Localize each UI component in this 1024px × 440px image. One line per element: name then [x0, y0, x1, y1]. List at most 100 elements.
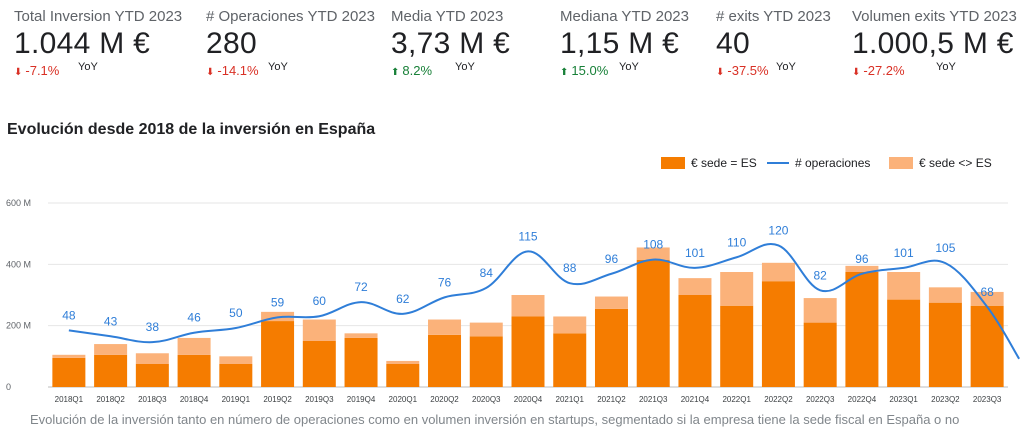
- bar-sede-es: [302, 341, 336, 387]
- x-tick-label: 2022Q1: [722, 395, 751, 404]
- kpi-value: 1,15 M €: [560, 27, 680, 60]
- bar-sede-no-es: [803, 298, 837, 323]
- bar-sede-no-es: [469, 322, 503, 337]
- bar-sede-no-es: [511, 295, 545, 317]
- kpi-operaciones: # Operaciones YTD 2023 280 ⬇ -14.1% YoY: [206, 8, 375, 81]
- line-data-label: 59: [271, 295, 285, 309]
- line-operaciones: [68, 243, 1020, 360]
- kpi-delta: -27.2%: [863, 63, 905, 78]
- bar-sede-es: [803, 322, 837, 387]
- bar-sede-no-es: [94, 344, 128, 355]
- x-tick-label: 2020Q3: [472, 395, 501, 404]
- bar-sede-es: [261, 321, 295, 387]
- x-tick-label: 2020Q4: [514, 395, 543, 404]
- x-tick-label: 2018Q1: [55, 395, 84, 404]
- legend-swatch: [889, 157, 913, 169]
- bar-sede-es: [887, 299, 921, 387]
- kpi-total-inversion: Total Inversion YTD 2023 1.044 M € ⬇ -7.1…: [14, 8, 182, 81]
- bar-sede-no-es: [302, 319, 336, 341]
- bar-sede-es: [52, 357, 86, 387]
- kpi-delta: -37.5%: [727, 63, 769, 78]
- line-data-label: 120: [768, 223, 788, 237]
- line-data-label: 68: [980, 285, 994, 299]
- kpi-period: YoY: [455, 61, 475, 73]
- kpi-delta: 15.0%: [571, 63, 609, 78]
- bar-sede-es: [177, 354, 211, 387]
- legend-item-sede-es[interactable]: € sede = ES: [661, 156, 757, 170]
- y-tick-label: 600 M: [6, 198, 31, 208]
- line-data-label: 43: [104, 314, 118, 328]
- line-data-label: 108: [643, 238, 663, 252]
- line-data-label: 101: [685, 246, 705, 260]
- arrow-down-icon: ⬇: [14, 67, 23, 78]
- x-tick-label: 2019Q1: [222, 395, 251, 404]
- bar-sede-es: [469, 336, 503, 387]
- bar-sede-no-es: [177, 337, 211, 355]
- x-tick-label: 2020Q1: [389, 395, 418, 404]
- legend-item-sede-no-es[interactable]: € sede <> ES: [889, 156, 992, 170]
- x-tick-label: 2020Q2: [430, 395, 459, 404]
- kpi-title: # exits YTD 2023: [716, 8, 831, 25]
- kpi-period: YoY: [776, 61, 796, 73]
- bar-sede-es: [94, 354, 128, 387]
- kpi-period: YoY: [268, 61, 288, 73]
- x-tick-label: 2022Q2: [764, 395, 793, 404]
- arrow-up-icon: ⬆: [391, 67, 400, 78]
- x-tick-label: 2019Q2: [263, 395, 292, 404]
- bar-sede-no-es: [678, 278, 712, 295]
- line-data-label: 62: [396, 292, 410, 306]
- line-data-label: 115: [518, 229, 537, 243]
- y-tick-label: 400 M: [6, 259, 31, 269]
- bar-sede-no-es: [219, 356, 253, 364]
- x-tick-label: 2021Q3: [639, 395, 668, 404]
- kpi-value: 1.044 M €: [14, 27, 151, 60]
- bar-sede-no-es: [928, 287, 962, 303]
- line-data-label: 105: [935, 241, 955, 255]
- line-data-label: 96: [605, 252, 619, 266]
- bar-sede-es: [344, 337, 378, 387]
- x-tick-label: 2022Q4: [848, 395, 877, 404]
- line-data-label: 48: [62, 308, 76, 322]
- bar-sede-es: [219, 364, 253, 387]
- kpi-value: 280: [206, 27, 257, 60]
- kpi-title: Total Inversion YTD 2023: [14, 8, 183, 25]
- legend-swatch: [661, 157, 685, 169]
- bar-sede-no-es: [386, 360, 420, 364]
- bar-sede-es: [135, 364, 169, 387]
- line-data-label: 96: [855, 252, 869, 266]
- bar-sede-no-es: [887, 272, 921, 300]
- bar-sede-es: [928, 302, 962, 387]
- y-tick-label: 0: [6, 382, 11, 392]
- bar-sede-es: [428, 334, 462, 387]
- legend-label: # operaciones: [795, 156, 871, 170]
- bar-sede-es: [761, 281, 795, 387]
- x-tick-label: 2019Q3: [305, 395, 334, 404]
- bar-sede-es: [553, 333, 587, 387]
- legend-item-operaciones[interactable]: # operaciones: [767, 156, 870, 170]
- bar-sede-no-es: [52, 354, 86, 358]
- kpi-delta: -14.1%: [217, 63, 259, 78]
- line-data-label: 50: [229, 306, 243, 320]
- line-data-label: 88: [563, 261, 577, 275]
- line-data-label: 84: [480, 266, 494, 280]
- bar-sede-es: [636, 259, 670, 387]
- kpi-media: Media YTD 2023 3,73 M € ⬆ 8.2% YoY: [391, 8, 510, 81]
- kpi-period: YoY: [78, 61, 98, 73]
- bar-sede-no-es: [845, 265, 879, 272]
- arrow-down-icon: ⬇: [716, 67, 725, 78]
- kpi-value: 40: [716, 27, 750, 60]
- bar-sede-no-es: [636, 247, 670, 260]
- bar-sede-no-es: [428, 319, 462, 335]
- line-data-label: 101: [894, 246, 914, 260]
- x-tick-label: 2021Q1: [556, 395, 585, 404]
- bar-sede-es: [720, 305, 754, 387]
- x-tick-label: 2021Q2: [597, 395, 626, 404]
- kpi-title: # Operaciones YTD 2023: [206, 8, 375, 25]
- bar-sede-no-es: [720, 272, 754, 306]
- line-data-label: 76: [438, 275, 452, 289]
- bar-sede-es: [845, 272, 879, 387]
- x-tick-label: 2019Q4: [347, 395, 376, 404]
- bar-sede-es: [970, 305, 1004, 387]
- bar-sede-es: [511, 316, 545, 387]
- x-tick-label: 2018Q4: [180, 395, 209, 404]
